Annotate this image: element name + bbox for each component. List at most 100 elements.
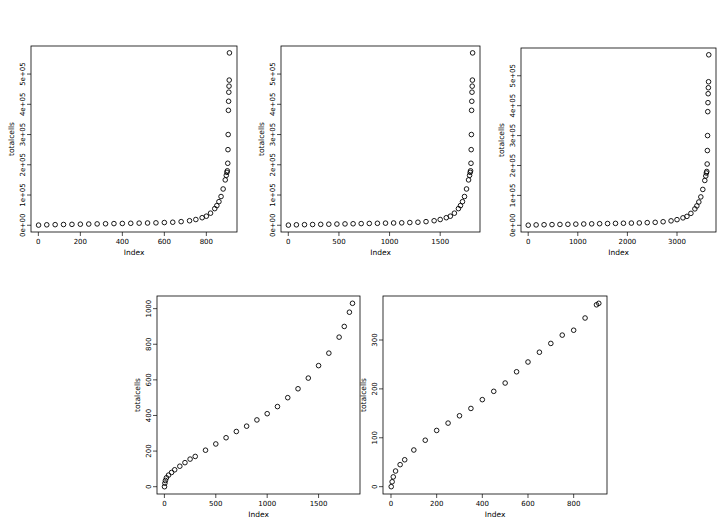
y-tick-label: 5e+05 (269, 62, 277, 86)
point (706, 53, 711, 58)
point (706, 100, 711, 105)
point (448, 214, 453, 219)
x-tick-label: 0 (36, 238, 40, 246)
point (244, 424, 249, 429)
point (412, 448, 417, 453)
point (549, 341, 554, 346)
plot-frame (281, 46, 480, 232)
point (188, 457, 193, 462)
point (469, 161, 474, 166)
point (526, 223, 531, 228)
point (705, 148, 710, 153)
point (701, 187, 706, 192)
y-tick-label: 200 (145, 444, 153, 457)
point (194, 217, 199, 222)
y-tick-label: 1e+05 (269, 183, 277, 207)
point (491, 389, 496, 394)
point (706, 79, 711, 84)
y-tick-label: 0e+00 (269, 213, 277, 237)
point (702, 178, 707, 183)
point (653, 220, 658, 225)
plot-frame (157, 296, 360, 494)
point (367, 221, 372, 226)
point (393, 469, 398, 474)
y-tick-label: 1000 (145, 300, 153, 318)
point (294, 223, 299, 228)
point (470, 78, 475, 83)
point (389, 484, 394, 489)
point (347, 310, 352, 315)
y-tick-label: 600 (145, 373, 153, 386)
y-tick-label: 2e+05 (19, 153, 27, 177)
point (162, 220, 167, 225)
point (226, 147, 231, 152)
point (390, 479, 395, 484)
y-tick (517, 75, 521, 76)
x-tick (389, 232, 390, 236)
y-tick (517, 165, 521, 166)
point (597, 221, 602, 226)
point (225, 169, 230, 174)
point (589, 222, 594, 227)
y-tick-label: 2e+05 (509, 154, 517, 178)
point (327, 222, 332, 227)
point (342, 324, 347, 329)
point (225, 161, 230, 166)
point (70, 222, 75, 227)
points (286, 51, 475, 228)
point (464, 187, 469, 192)
x-tick (318, 494, 319, 498)
point (550, 222, 555, 227)
point (416, 220, 421, 225)
point (583, 316, 588, 321)
point (178, 464, 183, 469)
point (227, 78, 232, 83)
y-tick-label: 0e+00 (509, 214, 517, 238)
point (203, 448, 208, 453)
point (399, 221, 404, 226)
x-tick (80, 232, 81, 236)
y-tick-label: 300 (371, 333, 379, 346)
point (337, 335, 342, 340)
x-tick-label: 200 (74, 238, 87, 246)
x-axis-label: Index (370, 248, 391, 257)
point (137, 221, 142, 226)
point (542, 222, 547, 227)
point (706, 91, 711, 96)
point (86, 222, 91, 227)
x-tick-label: 3000 (668, 238, 686, 246)
point (112, 221, 117, 226)
x-tick-label: 600 (521, 500, 534, 508)
x-tick-label: 400 (116, 238, 129, 246)
point (169, 470, 174, 475)
y-tick (153, 308, 157, 309)
point (402, 457, 407, 462)
x-tick (164, 494, 165, 498)
y-tick-label: 3e+05 (19, 123, 27, 147)
point (560, 333, 565, 338)
points (526, 53, 711, 228)
point (327, 351, 332, 356)
x-tick (122, 232, 123, 236)
point (706, 85, 711, 90)
x-tick-label: 1500 (431, 238, 449, 246)
points (162, 301, 355, 489)
panel: 0500100015000e+001e+052e+053e+054e+055e+… (257, 46, 480, 257)
point (470, 84, 475, 89)
x-tick (206, 232, 207, 236)
point (534, 223, 539, 228)
x-tick-label: 600 (158, 238, 171, 246)
point (705, 133, 710, 138)
point (460, 199, 465, 204)
point (629, 221, 634, 226)
point (223, 178, 228, 183)
point (432, 218, 437, 223)
x-tick (390, 494, 391, 498)
point (226, 108, 231, 113)
y-tick-label: 4e+05 (19, 93, 27, 117)
point (469, 99, 474, 104)
y-axis-label: totalcells (7, 122, 16, 156)
y-axis-label: totalcells (257, 122, 266, 156)
point (621, 221, 626, 226)
point (637, 221, 642, 226)
